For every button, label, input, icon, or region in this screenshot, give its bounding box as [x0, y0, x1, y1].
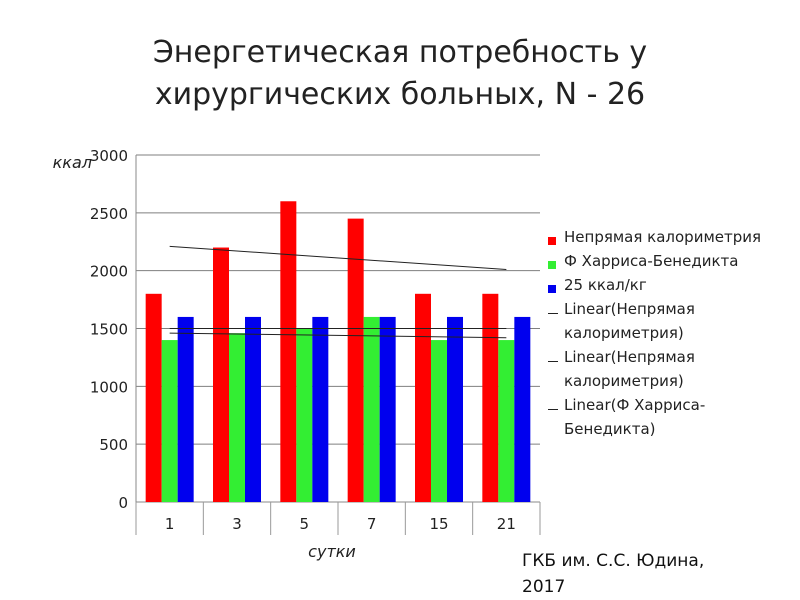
- bar: [145, 293, 162, 502]
- y-tick-label: 2000: [90, 263, 128, 281]
- bar: [514, 316, 531, 502]
- bar: [363, 316, 380, 502]
- bar: [415, 293, 431, 502]
- bar: [498, 340, 515, 502]
- legend-color-swatch: [548, 237, 556, 245]
- legend-item: Linear(Ф Харриса-Бенедикта): [546, 393, 786, 441]
- x-tick-label: 15: [429, 515, 448, 533]
- bar: [482, 293, 499, 502]
- slide-footer: ГКБ им. С.С. Юдина, 2017: [522, 548, 704, 600]
- bar: [296, 328, 313, 502]
- title-line-2: хирургических больных, N - 26: [154, 77, 646, 112]
- legend-item: Ф Харриса-Бенедикта: [546, 249, 786, 273]
- bar: [447, 316, 463, 502]
- title-line-1: Энергетическая потребность у: [152, 35, 648, 70]
- bar: [229, 333, 245, 502]
- legend-label: Linear(Непрямая калориметрия): [564, 300, 695, 342]
- footer-line-1: ГКБ им. С.С. Юдина,: [522, 551, 705, 571]
- legend-item: Linear(Непрямая калориметрия): [546, 297, 786, 345]
- y-tick-label: 3000: [90, 147, 128, 165]
- legend-label: Ф Харриса-Бенедикта: [564, 252, 739, 270]
- bar: [379, 316, 396, 502]
- legend-label: Непрямая калориметрия: [564, 228, 762, 246]
- y-tick-label: 1000: [90, 378, 128, 396]
- bar: [213, 247, 229, 502]
- legend-line-swatch: [548, 361, 558, 362]
- legend-item: Linear(Непрямая калориметрия): [546, 345, 786, 393]
- legend-item: 25 ккал/кг: [546, 273, 786, 297]
- bar: [245, 316, 261, 502]
- footer-line-2: 2017: [522, 577, 566, 597]
- y-tick-label: 500: [99, 436, 128, 454]
- x-tick-label: 1: [165, 515, 175, 533]
- slide-title: Энергетическая потребность у хирургическ…: [0, 32, 800, 116]
- legend-color-swatch: [548, 261, 556, 269]
- bar: [431, 340, 447, 502]
- legend-label: Linear(Непрямая калориметрия): [564, 348, 695, 390]
- x-tick-label: 5: [300, 515, 310, 533]
- legend-item: Непрямая калориметрия: [546, 225, 786, 249]
- y-tick-label: 0: [118, 494, 128, 512]
- bar: [280, 201, 297, 502]
- x-axis-label: сутки: [308, 542, 356, 561]
- y-tick-label: 1500: [90, 321, 128, 339]
- legend-label: Linear(Ф Харриса-Бенедикта): [564, 396, 706, 438]
- legend-color-swatch: [548, 285, 556, 293]
- x-tick-label: 21: [497, 515, 516, 533]
- chart-legend: Непрямая калориметрия Ф Харриса-Бенедикта…: [546, 225, 786, 441]
- trend-line: [169, 245, 507, 271]
- legend-label: 25 ккал/кг: [564, 276, 647, 294]
- legend-line-swatch: [548, 313, 558, 314]
- bar: [312, 316, 329, 502]
- y-tick-label: 2500: [90, 205, 128, 223]
- bar: [347, 218, 364, 502]
- bar: [177, 316, 194, 502]
- x-tick-label: 7: [367, 515, 377, 533]
- bar: [161, 340, 178, 502]
- y-axis-label: ккал: [53, 153, 92, 172]
- x-tick-label: 3: [232, 515, 242, 533]
- legend-line-swatch: [548, 409, 558, 410]
- trend-line: [169, 332, 507, 339]
